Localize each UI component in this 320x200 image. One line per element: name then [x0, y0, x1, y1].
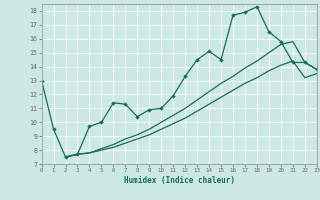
- X-axis label: Humidex (Indice chaleur): Humidex (Indice chaleur): [124, 176, 235, 185]
